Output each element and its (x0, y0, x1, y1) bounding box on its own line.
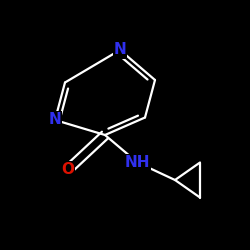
Text: O: O (61, 162, 74, 178)
Text: N: N (48, 112, 62, 128)
Text: NH: NH (125, 155, 150, 170)
Text: N: N (114, 42, 126, 58)
